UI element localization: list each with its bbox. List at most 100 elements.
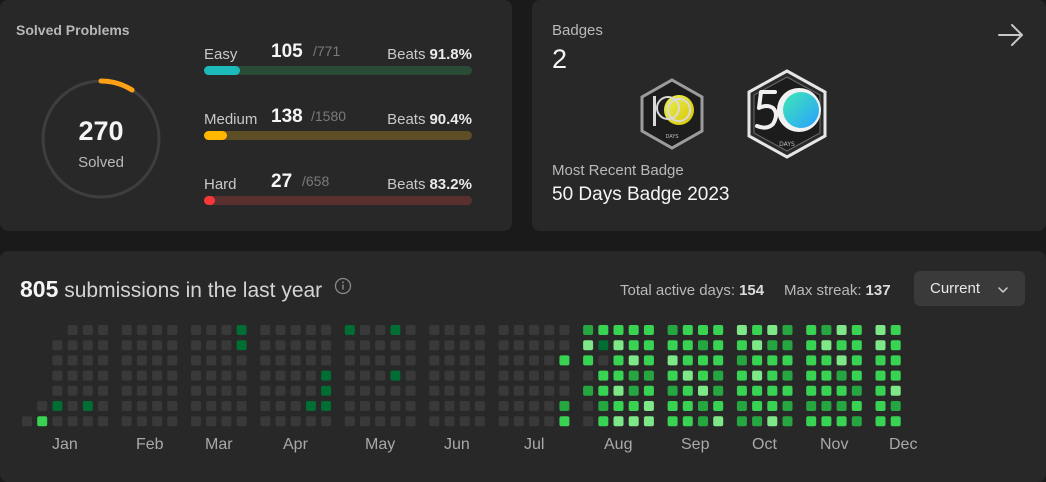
heatmap-cell[interactable] [82,325,93,335]
heatmap-cell[interactable] [836,355,847,366]
heatmap-cell[interactable] [206,401,217,411]
heatmap-cell[interactable] [344,416,355,427]
heatmap-cell[interactable] [628,416,639,427]
heatmap-cell[interactable] [821,401,832,411]
heatmap-cell[interactable] [390,355,401,366]
100-days-badge-icon[interactable]: DAYS [639,78,705,155]
heatmap-cell[interactable] [67,401,78,411]
heatmap-cell[interactable] [821,325,832,335]
heatmap-cell[interactable] [67,355,78,366]
heatmap-cell[interactable] [305,416,316,427]
heatmap-cell[interactable] [806,340,817,351]
heatmap-cell[interactable] [752,416,763,427]
heatmap-cell[interactable] [613,370,624,381]
heatmap-cell[interactable] [52,355,63,366]
heatmap-cell[interactable] [167,401,178,411]
heatmap-cell[interactable] [221,416,232,427]
heatmap-cell[interactable] [498,370,509,381]
heatmap-cell[interactable] [613,355,624,366]
heatmap-cell[interactable] [613,416,624,427]
heatmap-cell[interactable] [191,355,201,366]
heatmap-cell[interactable] [513,325,524,335]
heatmap-cell[interactable] [444,385,455,396]
heatmap-cell[interactable] [98,416,108,427]
heatmap-cell[interactable] [236,340,247,351]
heatmap-cell[interactable] [752,385,763,396]
heatmap-cell[interactable] [67,385,78,396]
heatmap-cell[interactable] [598,340,609,351]
heatmap-cell[interactable] [429,385,440,396]
50-days-badge-icon[interactable]: DAYS [745,68,829,165]
heatmap-cell[interactable] [444,416,455,427]
heatmap-cell[interactable] [713,416,724,427]
heatmap-cell[interactable] [405,370,416,381]
heatmap-cell[interactable] [98,401,108,411]
heatmap-cell[interactable] [121,401,132,411]
heatmap-cell[interactable] [498,355,509,366]
heatmap-cell[interactable] [890,370,901,381]
heatmap-cell[interactable] [836,385,847,396]
difficulty-easy[interactable]: Easy 105 /771 Beats 91.8% [204,41,472,86]
heatmap-cell[interactable] [52,416,63,427]
heatmap-cell[interactable] [260,325,271,335]
heatmap-cell[interactable] [52,385,63,396]
heatmap-cell[interactable] [782,401,793,411]
heatmap-cell[interactable] [698,370,708,381]
heatmap-cell[interactable] [890,385,901,396]
heatmap-cell[interactable] [305,385,316,396]
heatmap-cell[interactable] [375,401,386,411]
heatmap-cell[interactable] [513,416,524,427]
heatmap-cell[interactable] [305,370,316,381]
heatmap-cell[interactable] [236,385,247,396]
heatmap-cell[interactable] [390,416,401,427]
heatmap-cell[interactable] [390,401,401,411]
heatmap-cell[interactable] [628,370,639,381]
heatmap-cell[interactable] [682,355,693,366]
heatmap-cell[interactable] [136,355,147,366]
heatmap-cell[interactable] [275,416,286,427]
heatmap-cell[interactable] [167,325,178,335]
heatmap-cell[interactable] [682,385,693,396]
heatmap-cell[interactable] [290,340,301,351]
solved-progress-ring[interactable]: 270 Solved [40,78,162,200]
heatmap-cell[interactable] [82,370,93,381]
heatmap-cell[interactable] [136,401,147,411]
heatmap-cell[interactable] [643,325,654,335]
heatmap-cell[interactable] [152,325,163,335]
heatmap-cell[interactable] [444,325,455,335]
heatmap-cell[interactable] [736,401,747,411]
heatmap-cell[interactable] [682,370,693,381]
heatmap-cell[interactable] [221,325,232,335]
heatmap-cell[interactable] [583,416,594,427]
heatmap-cell[interactable] [221,370,232,381]
heatmap-cell[interactable] [498,416,509,427]
heatmap-cell[interactable] [698,401,708,411]
difficulty-hard[interactable]: Hard 27 /658 Beats 83.2% [204,171,472,216]
heatmap-cell[interactable] [152,370,163,381]
heatmap-cell[interactable] [643,355,654,366]
heatmap-cell[interactable] [360,416,370,427]
heatmap-cell[interactable] [236,370,247,381]
heatmap-cell[interactable] [806,401,817,411]
heatmap-cell[interactable] [191,340,201,351]
heatmap-cell[interactable] [529,340,539,351]
heatmap-cell[interactable] [98,385,108,396]
difficulty-medium[interactable]: Medium 138 /1580 Beats 90.4% [204,106,472,151]
heatmap-cell[interactable] [206,385,217,396]
heatmap-cell[interactable] [321,340,332,351]
heatmap-cell[interactable] [321,385,332,396]
heatmap-cell[interactable] [836,370,847,381]
heatmap-cell[interactable] [583,340,594,351]
heatmap-cell[interactable] [121,385,132,396]
heatmap-cell[interactable] [806,370,817,381]
heatmap-cell[interactable] [667,416,678,427]
heatmap-cell[interactable] [890,416,901,427]
year-select-dropdown[interactable]: Current [914,271,1025,306]
heatmap-cell[interactable] [260,385,271,396]
heatmap-cell[interactable] [821,340,832,351]
heatmap-cell[interactable] [260,340,271,351]
heatmap-cell[interactable] [782,340,793,351]
heatmap-cell[interactable] [736,355,747,366]
heatmap-cell[interactable] [851,370,862,381]
heatmap-cell[interactable] [875,325,886,335]
